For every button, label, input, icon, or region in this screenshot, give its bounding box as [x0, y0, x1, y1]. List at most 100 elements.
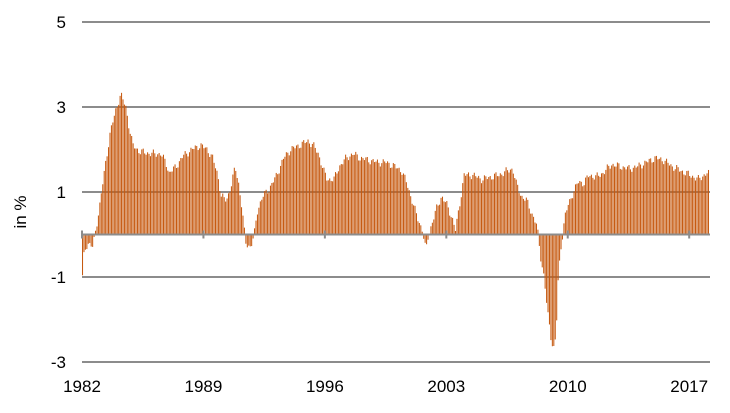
bar	[612, 163, 614, 235]
bar	[456, 218, 458, 235]
bar	[479, 178, 481, 235]
bar	[147, 152, 149, 235]
bar	[599, 176, 601, 235]
bar	[272, 182, 274, 235]
bar	[336, 173, 338, 235]
bar	[84, 234, 86, 250]
bar	[441, 196, 444, 235]
bar	[661, 161, 663, 235]
bar	[482, 180, 484, 235]
bar	[401, 174, 403, 235]
bar	[106, 156, 108, 235]
bar	[278, 173, 280, 235]
bar	[230, 186, 232, 235]
bar	[173, 166, 175, 235]
bar	[115, 108, 117, 235]
bar	[99, 202, 101, 235]
y-axis: 5 3 1 -1 -3	[51, 13, 66, 372]
bar	[534, 222, 536, 235]
bar	[193, 149, 195, 235]
bar	[696, 177, 698, 235]
bar	[410, 196, 412, 235]
bar	[359, 160, 361, 235]
bar	[603, 174, 605, 235]
data-series	[82, 92, 710, 347]
bar	[196, 145, 198, 235]
x-tick-label: 1996	[306, 377, 344, 396]
bar	[92, 234, 94, 247]
bar	[453, 224, 455, 235]
bar	[389, 167, 391, 235]
bar	[420, 225, 422, 235]
bar	[209, 156, 211, 235]
bar	[321, 168, 324, 235]
bar	[459, 206, 461, 235]
bar	[148, 153, 150, 235]
bar	[402, 173, 404, 235]
bar	[280, 165, 282, 235]
bar	[485, 176, 487, 235]
bar	[368, 162, 370, 235]
bar	[152, 149, 154, 235]
bar	[155, 156, 157, 235]
bar	[635, 167, 637, 235]
bar	[520, 195, 522, 235]
bar	[494, 173, 496, 235]
bar	[521, 195, 523, 235]
bar	[397, 168, 399, 235]
bar	[609, 168, 611, 235]
bar	[537, 229, 539, 235]
bar	[663, 164, 665, 235]
bar	[457, 210, 459, 235]
bar	[284, 156, 286, 235]
bar	[343, 159, 345, 235]
bar	[684, 175, 686, 235]
bar	[498, 176, 500, 235]
bar	[427, 234, 429, 240]
bar	[530, 213, 532, 235]
bar	[352, 154, 354, 235]
y-tick-label: 3	[57, 98, 66, 117]
bar	[345, 154, 347, 235]
bar	[411, 203, 413, 235]
bar	[569, 199, 571, 235]
bar	[339, 165, 341, 235]
bar	[356, 154, 358, 235]
bar	[577, 183, 579, 235]
bar	[116, 107, 118, 235]
bar	[109, 132, 111, 235]
bar	[93, 234, 95, 237]
bar	[261, 199, 263, 235]
bar	[544, 234, 546, 289]
bar	[606, 164, 608, 235]
bar	[638, 162, 640, 235]
bar	[676, 165, 678, 235]
bar	[550, 234, 552, 341]
bar	[204, 147, 206, 235]
bar	[387, 161, 389, 235]
bar	[703, 174, 705, 235]
y-tick-label: 1	[57, 183, 66, 202]
bar	[248, 234, 250, 246]
bar	[625, 169, 627, 235]
bar	[362, 158, 364, 235]
bar	[332, 181, 334, 235]
bar	[249, 234, 251, 247]
bar	[655, 155, 657, 235]
bar	[242, 215, 244, 235]
bar	[303, 140, 305, 235]
bar	[100, 193, 102, 235]
bar	[398, 167, 400, 235]
bar	[483, 175, 485, 235]
bar	[170, 171, 172, 235]
bar	[443, 201, 445, 235]
bar	[256, 214, 258, 235]
bar	[547, 234, 549, 313]
bar	[546, 234, 548, 303]
bar	[384, 161, 386, 235]
bar	[462, 183, 464, 235]
bar	[582, 186, 584, 235]
bar	[369, 164, 371, 235]
bar	[553, 234, 555, 346]
